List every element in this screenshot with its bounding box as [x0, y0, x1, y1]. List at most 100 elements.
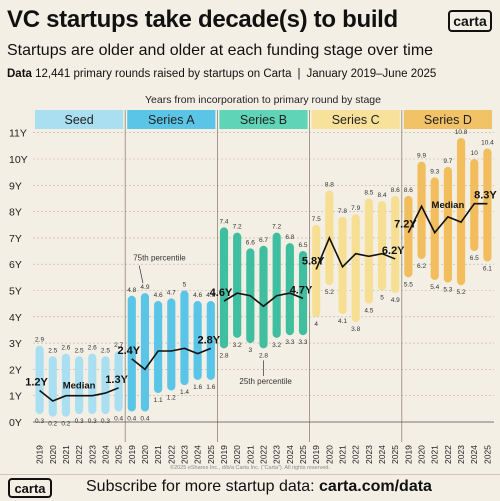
- range-bar: [391, 195, 400, 294]
- x-tick-label: 2025: [390, 445, 400, 464]
- median-annotation: Median: [63, 381, 96, 392]
- x-tick-label: 2024: [377, 445, 387, 464]
- x-tick-label: 2024: [100, 445, 110, 464]
- p75-annotation: 75th percentile: [133, 253, 186, 262]
- x-tick-label: 2021: [245, 445, 255, 464]
- median-line: [315, 235, 396, 270]
- range-bar: [101, 356, 110, 415]
- range-bar: [48, 356, 57, 417]
- median-end-label: 6.2Y: [382, 245, 405, 257]
- x-tick-label: 2023: [87, 445, 97, 464]
- range-bar: [206, 301, 215, 380]
- median-annotation: Median: [432, 200, 465, 211]
- x-tick-label: 2023: [272, 445, 282, 464]
- p75-value-label: 9.7: [443, 158, 452, 165]
- stage-header-label: Series D: [424, 113, 472, 127]
- x-tick-label: 2024: [285, 445, 295, 464]
- p75-value-label: 4.6: [206, 292, 215, 299]
- range-bar: [127, 295, 136, 412]
- range-bar: [312, 224, 321, 317]
- x-tick-label: 2025: [298, 445, 308, 464]
- median-line: [407, 202, 488, 235]
- x-tick-label: 2025: [482, 445, 492, 464]
- stage-header-label: Series C: [332, 113, 380, 127]
- range-bar: [167, 298, 176, 391]
- x-tick-label: 2020: [417, 445, 427, 464]
- p25-value-label: 3.3: [298, 339, 307, 346]
- footer: carta Subscribe for more startup data: c…: [0, 474, 500, 501]
- range-bar: [233, 232, 242, 338]
- p75-value-label: 4.7: [167, 289, 176, 296]
- p25-value-label: 0.4: [140, 415, 149, 422]
- p25-value-label: 6.5: [470, 255, 479, 262]
- p25-value-label: 5.4: [430, 284, 439, 291]
- p25-value-label: 5: [380, 295, 384, 302]
- cta-text: Subscribe for more startup data:: [86, 478, 315, 495]
- range-bar: [88, 353, 97, 415]
- p75-value-label: 9.3: [430, 168, 439, 175]
- p25-value-label: 5.2: [457, 289, 466, 296]
- p75-value-label: 8.8: [325, 182, 334, 189]
- p25-value-label: 2.8: [219, 352, 228, 359]
- x-tick-label: 2021: [153, 445, 163, 464]
- p25-value-label: 0.2: [48, 421, 57, 428]
- x-tick-label: 2019: [403, 445, 413, 464]
- p75-value-label: 7.5: [312, 216, 321, 223]
- y-tick-label: 5Y: [9, 286, 22, 298]
- p75-value-label: 2.6: [61, 345, 70, 352]
- p25-value-label: 2.8: [259, 352, 268, 359]
- x-tick-label: 2020: [232, 445, 242, 464]
- range-chart: Years from incorporation to primary roun…: [9, 94, 497, 471]
- stage-header-band: [127, 110, 216, 129]
- median-end-label: 8.3Y: [474, 190, 497, 202]
- range-bar: [272, 232, 281, 338]
- y-tick-label: 6Y: [9, 259, 22, 271]
- median-end-label: 2.8Y: [197, 334, 220, 346]
- p25-value-label: 4.1: [338, 318, 347, 325]
- range-bar: [114, 350, 123, 412]
- range-bar: [180, 290, 189, 386]
- x-tick-label: 2019: [127, 445, 137, 464]
- median-start-label: 2.4Y: [117, 345, 140, 357]
- median-start-label: 4.6Y: [210, 287, 233, 299]
- y-tick-label: 10Y: [9, 154, 28, 166]
- p25-value-label: 1.4: [180, 389, 189, 396]
- p25-value-label: 0.2: [61, 421, 70, 428]
- y-tick-label: 8Y: [9, 207, 22, 219]
- median-start-label: 7.2Y: [394, 219, 417, 231]
- data-description: 12,441 primary rounds raised by startups…: [35, 68, 292, 80]
- stage-header-label: Seed: [64, 113, 93, 127]
- p75-value-label: 6.7: [259, 237, 268, 244]
- cta-link[interactable]: carta.com/data: [319, 478, 432, 495]
- p75-value-label: 4.8: [127, 287, 136, 294]
- range-bar: [456, 137, 466, 286]
- x-tick-label: 2022: [443, 445, 453, 464]
- stage-header-band: [311, 110, 400, 129]
- range-bar: [154, 301, 163, 394]
- p25-value-label: 6.2: [417, 263, 426, 270]
- range-bar: [404, 195, 413, 278]
- range-bar: [285, 243, 294, 336]
- x-tick-label: 2024: [469, 445, 479, 464]
- p75-value-label: 7.2: [272, 224, 281, 231]
- range-bar: [443, 166, 452, 283]
- range-bar: [351, 214, 360, 323]
- median-start-label: 1.2Y: [25, 376, 48, 388]
- chart-title: Years from incorporation to primary roun…: [145, 94, 381, 106]
- range-bar: [193, 301, 202, 380]
- x-tick-label: 2019: [35, 445, 45, 464]
- p25-value-label: 3.3: [285, 339, 294, 346]
- p75-value-label: 7.9: [351, 205, 360, 212]
- x-tick-label: 2022: [259, 445, 269, 464]
- p75-value-label: 7.8: [338, 208, 347, 215]
- range-bar: [219, 227, 229, 349]
- stage-header-band: [35, 110, 124, 129]
- p75-value-label: 2.6: [88, 345, 97, 352]
- p75-value-label: 10.8: [455, 129, 468, 136]
- p75-value-label: 4.9: [140, 284, 149, 291]
- median-end-label: 1.3Y: [105, 374, 128, 386]
- range-bar: [483, 148, 492, 262]
- range-bar: [35, 345, 44, 415]
- subscribe-cta: Subscribe for more startup data: carta.c…: [86, 478, 432, 496]
- p25-value-label: 4: [314, 321, 318, 328]
